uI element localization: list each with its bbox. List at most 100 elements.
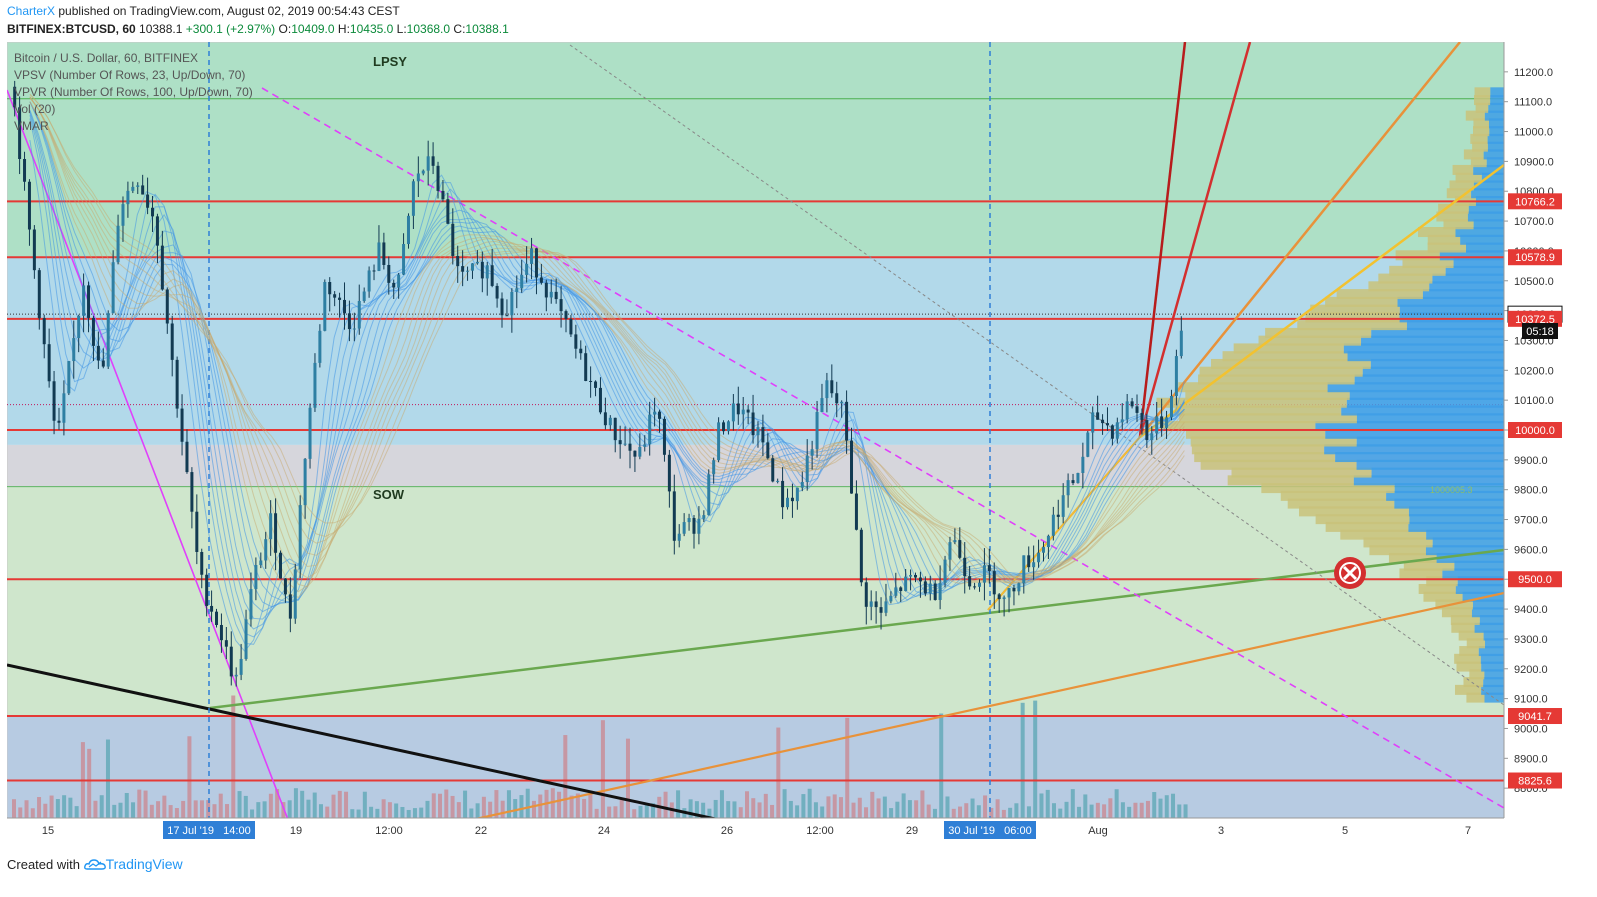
candle-body xyxy=(672,491,676,541)
author-link[interactable]: CharterX xyxy=(7,4,56,18)
price-badge xyxy=(1508,422,1562,438)
candle-body xyxy=(510,291,514,316)
vp-row-down xyxy=(1156,397,1347,408)
vp-row-down xyxy=(1265,327,1372,338)
candle-body xyxy=(667,454,671,492)
volume-bar xyxy=(112,804,117,818)
volume-bar xyxy=(481,796,486,818)
vp-row-up xyxy=(1457,576,1504,587)
candle-body xyxy=(91,317,95,346)
volume-bar xyxy=(293,788,298,818)
vp-row-up xyxy=(1479,615,1504,626)
candle-body xyxy=(13,86,17,108)
candle-body xyxy=(274,513,278,553)
candle-body xyxy=(1155,416,1159,434)
candle-body xyxy=(874,601,878,608)
vp-row-down xyxy=(1325,521,1409,532)
x-tick-label: 24 xyxy=(598,825,610,837)
vp-row-down xyxy=(1280,490,1387,501)
volume-bar xyxy=(813,802,818,818)
volume-bar xyxy=(569,795,574,818)
vp-row-down xyxy=(1459,646,1479,657)
vp-row-down xyxy=(1297,320,1407,331)
volume-bar xyxy=(745,791,750,818)
candle-body xyxy=(219,624,223,641)
price-badge xyxy=(1508,249,1562,266)
candle-body xyxy=(32,229,36,271)
support-trendline-green xyxy=(209,548,1504,710)
candle-body xyxy=(574,334,578,349)
candle-body xyxy=(992,571,996,595)
volume-bar xyxy=(469,808,474,818)
volume-bar xyxy=(607,806,612,818)
symbol-label: BITFINEX:BTCUSD, 60 xyxy=(7,22,136,36)
volume-bar xyxy=(87,748,92,818)
fan-line-red xyxy=(1138,42,1252,438)
volume-bar xyxy=(99,795,104,818)
x-tick-label: 22 xyxy=(475,825,487,837)
y-tick-label: 9600.0 xyxy=(1514,544,1548,556)
candle-body xyxy=(815,412,819,450)
vp-row-up xyxy=(1386,490,1504,501)
volume-bar xyxy=(74,806,79,818)
candle-body xyxy=(372,270,376,272)
volume-bar xyxy=(600,720,605,818)
last-price: 10388.1 xyxy=(139,22,183,36)
volume-bar xyxy=(1095,802,1100,818)
tradingview-brand-link[interactable]: TradingView xyxy=(105,856,183,872)
vp-row-up xyxy=(1422,289,1504,300)
volume-bar xyxy=(1001,809,1006,818)
price-chart[interactable]: 11200.011100.011000.010900.010800.010700… xyxy=(0,40,1597,858)
volume-bar xyxy=(131,802,136,818)
candle-body xyxy=(52,381,56,421)
volume-bar xyxy=(369,806,374,818)
candle-body xyxy=(1160,416,1164,428)
vp-row-down xyxy=(1227,475,1354,486)
volume-bar xyxy=(300,790,305,818)
candle-body xyxy=(239,658,243,675)
volume-bar xyxy=(795,805,800,818)
candle-body xyxy=(42,318,46,345)
candle-body xyxy=(603,412,607,426)
vp-row-up xyxy=(1408,521,1504,532)
vp-row-up xyxy=(1483,149,1504,160)
price-badge-label: 10372.5 xyxy=(1515,314,1555,326)
candle-body xyxy=(717,422,721,461)
vp-row-down xyxy=(1427,234,1461,245)
vp-row-down xyxy=(1465,110,1485,121)
fan-line-dark-red xyxy=(1138,42,1187,438)
vp-row-up xyxy=(1471,188,1504,199)
volume-bar xyxy=(24,800,29,818)
vp-row-up xyxy=(1472,599,1504,610)
vp-row-up xyxy=(1394,483,1504,494)
vp-row-up xyxy=(1481,661,1504,672)
candle-body xyxy=(973,586,977,588)
candle-body xyxy=(810,449,814,456)
vp-row-up xyxy=(1467,211,1504,222)
ma-ribbon-line xyxy=(29,112,1185,630)
vp-row-down xyxy=(1395,250,1440,261)
price-change: +300.1 (+2.97%) xyxy=(185,22,276,36)
vp-row-down xyxy=(1185,428,1326,439)
vp-row-down xyxy=(1388,552,1437,563)
poc-label: 1000005.3 xyxy=(1430,485,1473,495)
volume-bar xyxy=(318,804,323,818)
volume-bar xyxy=(350,809,355,818)
candle-body xyxy=(480,261,484,279)
volume-bar xyxy=(1070,789,1075,818)
candle-body xyxy=(948,542,952,560)
vp-row-up xyxy=(1436,552,1504,563)
volume-bar xyxy=(694,801,699,818)
vp-row-up xyxy=(1356,459,1504,470)
volume-bar xyxy=(250,809,255,818)
candle-body xyxy=(111,262,115,314)
candle-body xyxy=(918,577,922,582)
vp-row-down xyxy=(1310,304,1400,315)
candle-body xyxy=(687,518,691,523)
volume-bar xyxy=(757,802,762,818)
vp-row-up xyxy=(1442,568,1504,579)
candle-body xyxy=(1120,419,1124,423)
vp-row-down xyxy=(1466,638,1486,649)
candle-body xyxy=(1145,420,1149,441)
volume-bar xyxy=(137,789,142,818)
